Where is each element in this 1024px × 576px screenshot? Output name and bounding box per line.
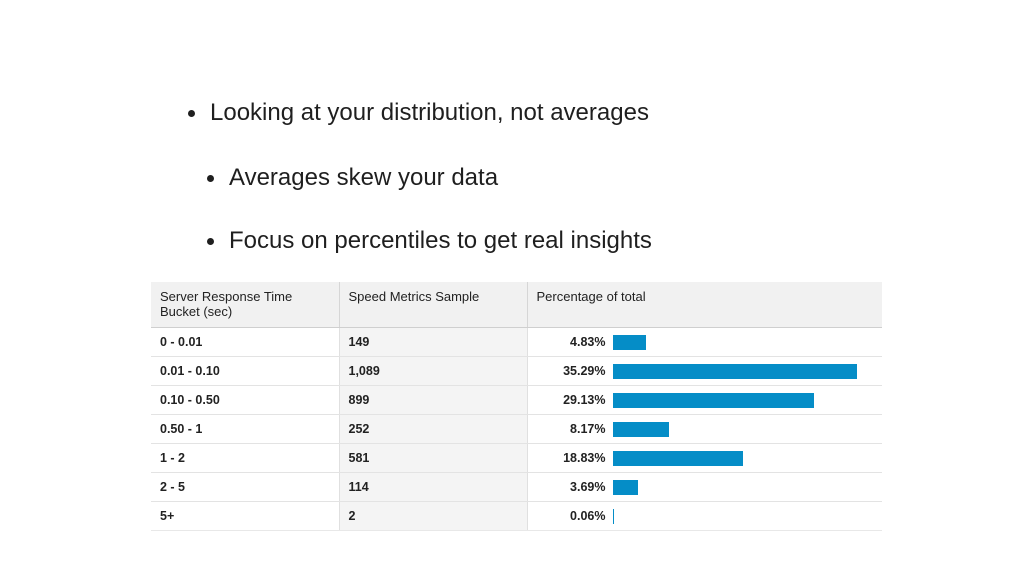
cell-percentage: 35.29% bbox=[527, 356, 883, 386]
cell-sample: 2 bbox=[339, 501, 528, 531]
bullet-list: Looking at your distribution, not averag… bbox=[0, 0, 1024, 270]
table-row: 5+ 2 0.06% bbox=[151, 501, 883, 531]
percentage-label: 18.83% bbox=[563, 451, 606, 465]
column-header-bucket[interactable]: Server Response Time Bucket (sec) bbox=[151, 282, 340, 328]
percentage-wrap: 3.69% bbox=[528, 473, 883, 501]
percentage-label: 3.69% bbox=[570, 480, 606, 494]
cell-percentage: 3.69% bbox=[527, 472, 883, 502]
cell-percentage: 0.06% bbox=[527, 501, 883, 531]
percentage-bar bbox=[612, 508, 614, 524]
bullet-item: Averages skew your data bbox=[207, 164, 498, 192]
bullet-item: Looking at your distribution, not averag… bbox=[188, 99, 649, 127]
percentage-wrap: 35.29% bbox=[528, 357, 883, 385]
cell-sample: 252 bbox=[339, 414, 528, 444]
cell-bucket: 0.10 - 0.50 bbox=[151, 385, 340, 415]
percentage-label: 29.13% bbox=[563, 393, 606, 407]
cell-percentage: 8.17% bbox=[527, 414, 883, 444]
cell-bucket: 2 - 5 bbox=[151, 472, 340, 502]
cell-sample: 114 bbox=[339, 472, 528, 502]
percentage-bar bbox=[612, 363, 857, 379]
percentage-bar-track bbox=[612, 450, 863, 466]
percentage-wrap: 0.06% bbox=[528, 502, 883, 530]
header-bucket-line2: Bucket (sec) bbox=[160, 304, 233, 319]
table-row: 0.01 - 0.10 1,089 35.29% bbox=[151, 356, 883, 386]
percentage-wrap: 18.83% bbox=[528, 444, 883, 472]
cell-bucket: 0.50 - 1 bbox=[151, 414, 340, 444]
table-row: 0 - 0.01 149 4.83% bbox=[151, 327, 883, 357]
percentage-label: 0.06% bbox=[570, 509, 606, 523]
cell-bucket: 1 - 2 bbox=[151, 443, 340, 473]
cell-percentage: 4.83% bbox=[527, 327, 883, 357]
cell-sample: 899 bbox=[339, 385, 528, 415]
cell-bucket: 0.01 - 0.10 bbox=[151, 356, 340, 386]
cell-sample: 581 bbox=[339, 443, 528, 473]
percentage-wrap: 8.17% bbox=[528, 415, 883, 443]
percentage-bar bbox=[612, 421, 669, 437]
percentage-bar-track bbox=[612, 479, 863, 495]
table-row: 2 - 5 114 3.69% bbox=[151, 472, 883, 502]
percentage-wrap: 4.83% bbox=[528, 328, 883, 356]
percentage-label: 35.29% bbox=[563, 364, 606, 378]
percentage-bar bbox=[612, 450, 743, 466]
header-percentage-label: Percentage of total bbox=[536, 289, 646, 304]
table-row: 1 - 2 581 18.83% bbox=[151, 443, 883, 473]
bullet-item: Focus on percentiles to get real insight… bbox=[207, 227, 652, 255]
cell-sample: 1,089 bbox=[339, 356, 528, 386]
bullet-dot-icon bbox=[207, 237, 214, 245]
percentage-bar bbox=[612, 334, 646, 350]
percentage-label: 4.83% bbox=[570, 335, 606, 349]
percentage-wrap: 29.13% bbox=[528, 386, 883, 414]
cell-bucket: 0 - 0.01 bbox=[151, 327, 340, 357]
percentage-bar-track bbox=[612, 508, 863, 524]
percentage-label: 8.17% bbox=[570, 422, 606, 436]
cell-bucket: 5+ bbox=[151, 501, 340, 531]
header-bucket-line1: Server Response Time bbox=[160, 289, 293, 304]
bullet-text: Averages skew your data bbox=[229, 164, 499, 191]
table-row: 0.10 - 0.50 899 29.13% bbox=[151, 385, 883, 415]
cell-percentage: 18.83% bbox=[527, 443, 883, 473]
column-header-percentage[interactable]: Percentage of total bbox=[527, 282, 882, 328]
bullet-text: Focus on percentiles to get real insight… bbox=[229, 227, 652, 254]
table-row: 0.50 - 1 252 8.17% bbox=[151, 414, 883, 444]
response-time-table: Server Response Time Bucket (sec) Speed … bbox=[151, 282, 882, 531]
percentage-bar bbox=[612, 479, 638, 495]
percentage-bar-track bbox=[612, 334, 863, 350]
cell-sample: 149 bbox=[339, 327, 528, 357]
percentage-bar bbox=[612, 392, 814, 408]
table-header-row: Server Response Time Bucket (sec) Speed … bbox=[151, 282, 882, 328]
bullet-dot-icon bbox=[207, 174, 214, 182]
column-header-sample[interactable]: Speed Metrics Sample bbox=[339, 282, 528, 328]
percentage-bar-track bbox=[612, 363, 863, 379]
cell-percentage: 29.13% bbox=[527, 385, 883, 415]
header-sample-label: Speed Metrics Sample bbox=[348, 289, 480, 304]
percentage-bar-track bbox=[612, 421, 863, 437]
percentage-bar-track bbox=[612, 392, 863, 408]
bullet-text: Looking at your distribution, not averag… bbox=[210, 99, 649, 126]
bullet-dot-icon bbox=[188, 109, 195, 117]
